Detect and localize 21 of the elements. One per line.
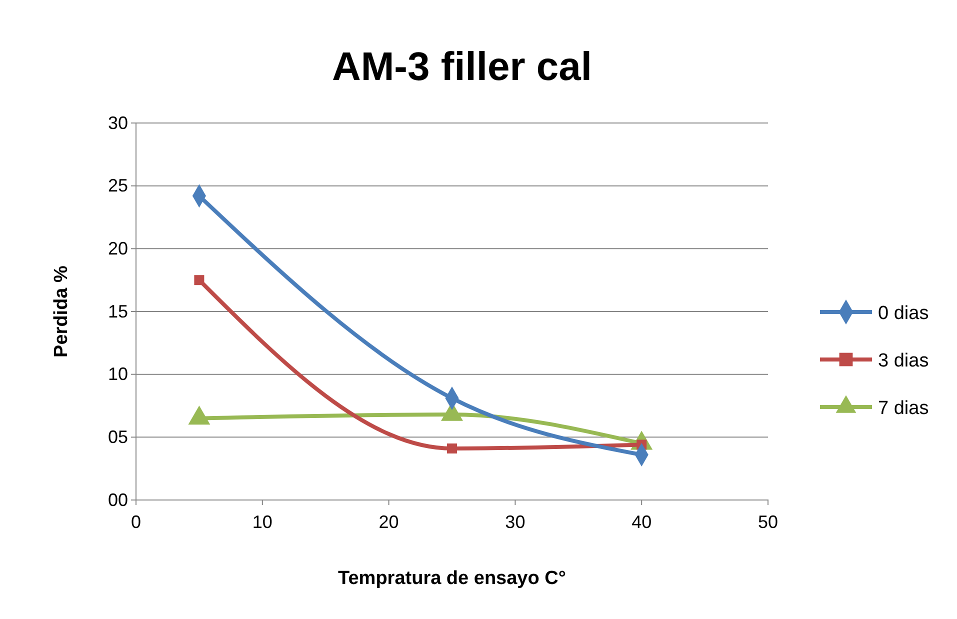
point — [447, 443, 457, 454]
point — [194, 275, 204, 286]
legend-label: 0 dias — [878, 303, 929, 324]
y-axis-title: Perdida % — [51, 265, 72, 358]
y-tick-label: 00 — [108, 490, 128, 510]
legend-label: 3 dias — [878, 350, 929, 372]
x-tick-label: 30 — [505, 512, 526, 532]
y-tick-label: 05 — [108, 426, 128, 447]
y-tick-label: 15 — [108, 301, 128, 322]
x-tick-label: 50 — [758, 512, 778, 532]
x-tick-label: 20 — [378, 512, 399, 532]
y-tick-label: 30 — [108, 112, 128, 133]
chart-title: AM-3 filler cal — [332, 45, 592, 89]
x-tick-label: 10 — [252, 512, 272, 532]
x-tick-label: 0 — [130, 512, 142, 532]
x-axis-title: Tempratura de ensayo C° — [338, 568, 566, 589]
y-tick-label: 20 — [108, 238, 128, 258]
y-tick-label: 10 — [108, 364, 128, 384]
legend-label: 7 dias — [878, 398, 929, 419]
x-tick-label: 40 — [632, 512, 652, 532]
y-tick-label: 25 — [108, 176, 128, 196]
